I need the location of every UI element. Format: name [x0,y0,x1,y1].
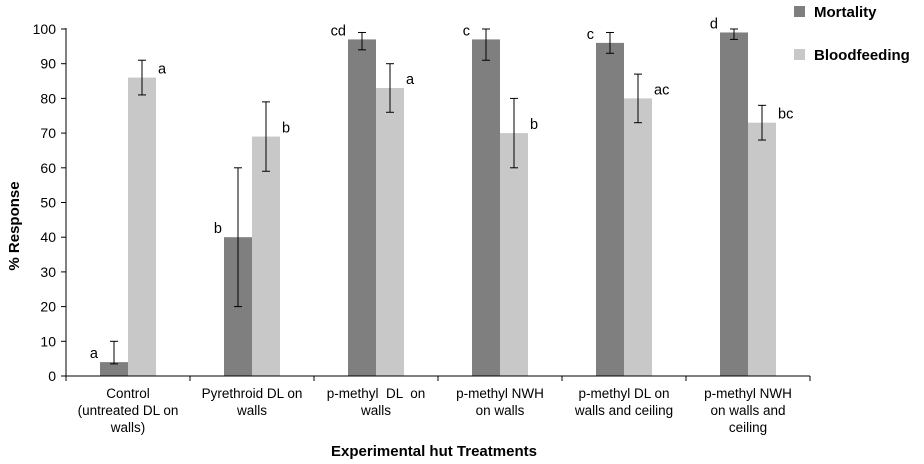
bar-mortality [720,32,748,376]
legend-swatch-bloodfeeding [794,49,805,60]
error-bars [110,28,766,365]
legend-swatch-mortality [794,6,805,17]
x-category-label: p-methyl NWH on walls and ceiling [704,386,792,435]
significance-label-mortality: cd [331,23,346,39]
significance-label-bloodfeeding: a [406,72,415,88]
x-category-label: Pyrethroid DL on walls [202,386,303,418]
y-tick-label: 30 [40,264,56,280]
y-tick-label: 0 [48,368,56,384]
x-axis-categories: Control (untreated DL on walls) Pyrethroid … [78,386,792,435]
bar-mortality [348,39,376,376]
y-tick-label: 90 [40,56,56,72]
significance-label-mortality: c [463,23,470,39]
bar-bloodfeeding [624,98,652,377]
significance-label-bloodfeeding: a [158,62,167,78]
x-category-label: p-methyl NWH on walls [456,386,544,418]
x-category-label: p-methyl DL on walls [327,386,426,418]
y-tick-label: 60 [40,160,56,176]
y-axis-title: % Response [6,181,23,270]
significance-label-bloodfeeding: b [530,117,538,133]
bar-mortality [472,39,500,376]
y-tick-label: 10 [40,333,56,349]
significance-label-bloodfeeding: bc [778,107,793,123]
x-category-label: Control (untreated DL on walls) [78,386,179,435]
y-axis-ticks: 0 10 20 30 40 50 60 70 80 90 100 [33,21,66,384]
significance-label-mortality: b [214,221,222,237]
significance-label-mortality: d [710,16,718,32]
significance-label-bloodfeeding: ac [654,82,669,98]
bar-mortality [596,42,624,376]
y-tick-label: 20 [40,299,56,315]
y-tick-label: 100 [33,21,57,37]
bar-bloodfeeding [376,87,404,377]
legend-label-mortality: Mortality [814,4,877,21]
bar-bloodfeeding [128,77,156,376]
bar-bloodfeeding [748,122,776,376]
axes [65,28,811,381]
x-axis-title: Experimental hut Treatments [331,443,537,460]
bar-bloodfeeding [500,133,528,376]
significance-label-mortality: c [587,27,594,43]
significance-label-bloodfeeding: b [282,121,290,137]
x-category-label: p-methyl DL on walls and ceiling [574,386,673,418]
y-tick-label: 70 [40,125,56,141]
bar-bloodfeeding [252,136,280,376]
legend: Mortality Bloodfeeding [794,4,910,64]
bar-mortality [100,362,128,376]
legend-label-bloodfeeding: Bloodfeeding [814,47,910,64]
significance-label-mortality: a [90,346,99,362]
bars [100,32,776,377]
y-tick-label: 40 [40,229,56,245]
y-tick-label: 50 [40,195,56,211]
y-tick-label: 80 [40,90,56,106]
